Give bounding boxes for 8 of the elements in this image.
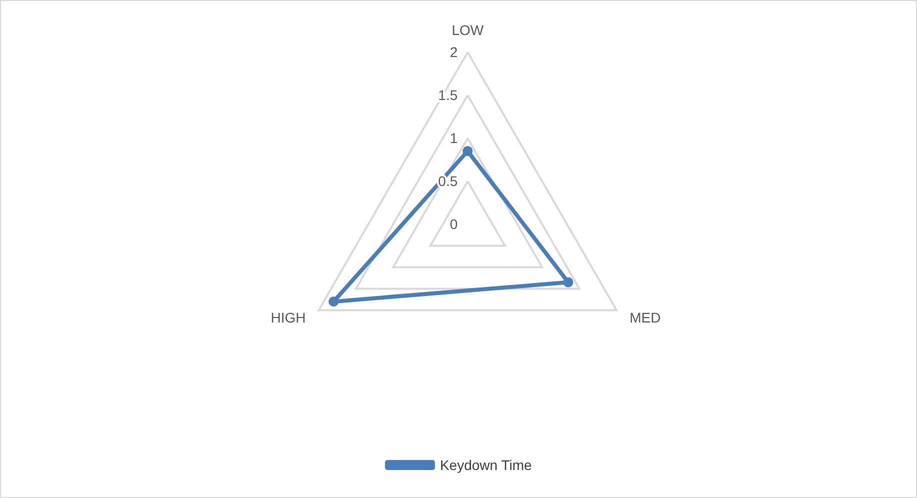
spoke-label: MED bbox=[630, 310, 661, 326]
y-tick-label: 0 bbox=[450, 216, 458, 232]
y-tick-label: 2 bbox=[450, 44, 458, 60]
spoke-label: HIGH bbox=[270, 310, 306, 326]
legend-label: Keydown Time bbox=[440, 457, 532, 473]
y-tick-label: 1 bbox=[450, 130, 458, 146]
spoke-label: LOW bbox=[452, 22, 484, 38]
y-tick-label: 1.5 bbox=[438, 87, 458, 104]
